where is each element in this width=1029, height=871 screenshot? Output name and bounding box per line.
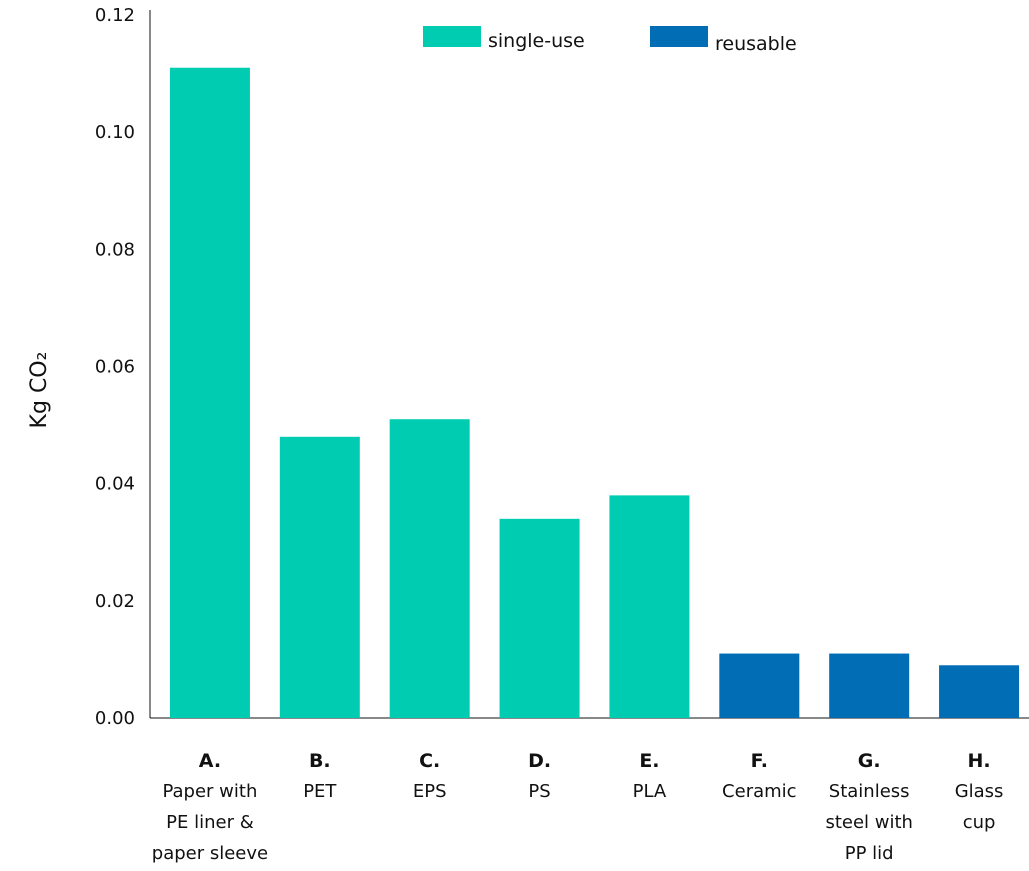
y-tick-label: 0.10 bbox=[95, 122, 135, 143]
x-tick-label: PET bbox=[303, 781, 337, 802]
legend-label: single-use bbox=[488, 30, 585, 52]
x-tick-label: PP lid bbox=[845, 843, 894, 864]
x-tick-letter: H. bbox=[968, 750, 991, 772]
y-tick-label: 0.00 bbox=[95, 708, 135, 729]
x-tick-label: Stainless bbox=[829, 781, 910, 802]
legend: single-use reusable bbox=[423, 26, 797, 55]
legend-swatch-single-use bbox=[423, 26, 481, 47]
y-tick-label: 0.08 bbox=[95, 239, 135, 260]
x-tick-label: Ceramic bbox=[722, 781, 797, 802]
y-ticks: 0.00 0.02 0.04 0.06 0.08 0.10 0.12 bbox=[95, 5, 135, 729]
bar-c bbox=[389, 419, 470, 718]
y-tick-label: 0.12 bbox=[95, 5, 135, 26]
bars bbox=[169, 67, 1020, 719]
bar-f bbox=[719, 653, 800, 718]
x-tick-letter: A. bbox=[199, 750, 221, 772]
x-tick-label: PE liner & bbox=[166, 812, 254, 833]
x-tick-label: EPS bbox=[413, 781, 447, 802]
x-tick-letter: D. bbox=[528, 750, 551, 772]
x-tick-letter: B. bbox=[309, 750, 331, 772]
x-tick-letter: C. bbox=[419, 750, 440, 772]
x-tick-label: cup bbox=[963, 812, 996, 833]
x-tick-label: paper sleeve bbox=[152, 843, 268, 864]
bar-h bbox=[939, 665, 1020, 718]
y-tick-label: 0.04 bbox=[95, 474, 135, 495]
x-tick-label: PLA bbox=[633, 781, 667, 802]
bar-d bbox=[499, 518, 580, 718]
bar-b bbox=[279, 436, 360, 718]
y-tick-label: 0.06 bbox=[95, 357, 135, 378]
bar-a bbox=[169, 67, 250, 719]
x-tick-label: Paper with bbox=[162, 781, 257, 802]
x-tick-label: steel with bbox=[825, 812, 913, 833]
legend-swatch-reusable bbox=[650, 26, 708, 47]
x-tick-label: Glass bbox=[955, 781, 1004, 802]
bar-g bbox=[829, 653, 910, 718]
x-tick-letter: E. bbox=[639, 750, 659, 772]
x-tick-labels: A. Paper with PE liner & paper sleeve B. PET C… bbox=[152, 750, 1004, 864]
y-tick-label: 0.02 bbox=[95, 591, 135, 612]
y-axis-label: Kg CO₂ bbox=[27, 352, 52, 429]
x-tick-letter: F. bbox=[751, 750, 768, 772]
x-tick-letter: G. bbox=[858, 750, 881, 772]
legend-label: reusable bbox=[715, 33, 797, 55]
x-tick-label: PS bbox=[528, 781, 550, 802]
bar-e bbox=[609, 495, 690, 718]
